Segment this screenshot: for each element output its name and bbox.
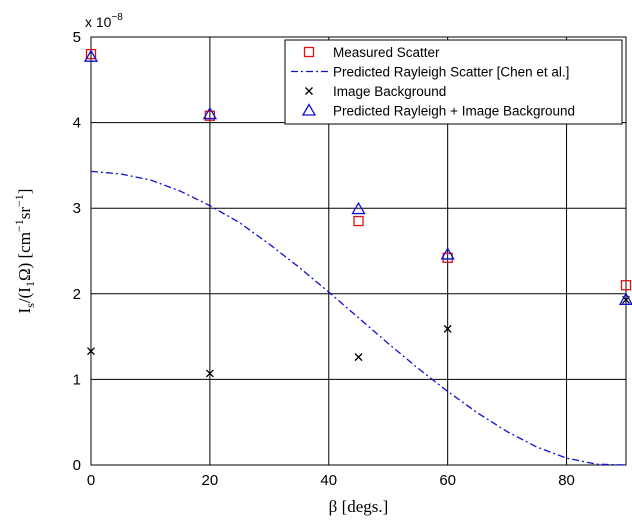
x-tick-label: 20: [202, 472, 219, 489]
x-tick-label: 40: [320, 472, 337, 489]
legend-item: Predicted Rayleigh + Image Background: [301, 103, 575, 119]
data-point-x: [354, 353, 363, 362]
data-point-triangle: [440, 247, 455, 260]
data-point-x: [87, 347, 95, 356]
y-axis-label: Is/(I1Ω) [cm−1sr−1]: [12, 189, 37, 314]
y-multiplier-label: x 10−8: [85, 12, 123, 30]
legend-item: Measured Scatter: [303, 45, 440, 60]
y-multiplier-base: x 10: [85, 14, 112, 30]
data-point-triangle: [351, 201, 366, 215]
x-tick-label: 60: [439, 472, 456, 489]
x-tick-label: 0: [87, 472, 95, 489]
y-axis-ticks: 0 1 2 3 4 5: [73, 29, 81, 474]
y-tick-label: 2: [73, 286, 81, 303]
data-point-triangle: [83, 49, 99, 62]
rayleigh-curve-line: [90, 170, 627, 466]
legend-label: Measured Scatter: [333, 45, 440, 60]
data-point-x: [205, 369, 214, 378]
y-multiplier-exponent: −8: [111, 12, 123, 23]
x-tick-label: 80: [558, 472, 575, 489]
x-axis-ticks: 0 20 40 60 80: [87, 472, 575, 489]
series-2: [87, 295, 630, 378]
data-point-triangle: [202, 106, 218, 120]
series-layer: [83, 48, 632, 466]
y-tick-label: 4: [73, 115, 81, 132]
data-point-x: [443, 324, 452, 333]
y-tick-label: 3: [73, 200, 81, 217]
y-tick-label: 0: [73, 457, 81, 474]
data-point-square: [442, 252, 453, 263]
legend-item: Image Background: [305, 84, 446, 99]
data-point-triangle: [618, 292, 632, 305]
legend-marker-x: [305, 87, 313, 95]
plot-frame: [90, 36, 627, 466]
series-1: [90, 170, 627, 466]
legend-label: Predicted Rayleigh + Image Background: [333, 104, 575, 119]
legend: Measured Scatter Predicted Rayleigh Scatt…: [284, 39, 623, 125]
data-point-square: [353, 215, 364, 227]
legend-item: Predicted Rayleigh Scatter [Chen et al.]: [291, 65, 569, 80]
y-tick-label: 1: [73, 371, 81, 388]
legend-marker-square: [303, 46, 315, 58]
legend-label: Image Background: [333, 84, 446, 99]
legend-box: [284, 39, 623, 125]
series-3: [83, 49, 632, 305]
legend-label: Predicted Rayleigh Scatter [Chen et al.]: [333, 65, 569, 80]
legend-marker-triangle: [301, 103, 317, 116]
x-axis-label: β [degs.]: [329, 497, 389, 516]
data-point-square: [620, 280, 632, 291]
y-tick-label: 5: [73, 29, 81, 46]
